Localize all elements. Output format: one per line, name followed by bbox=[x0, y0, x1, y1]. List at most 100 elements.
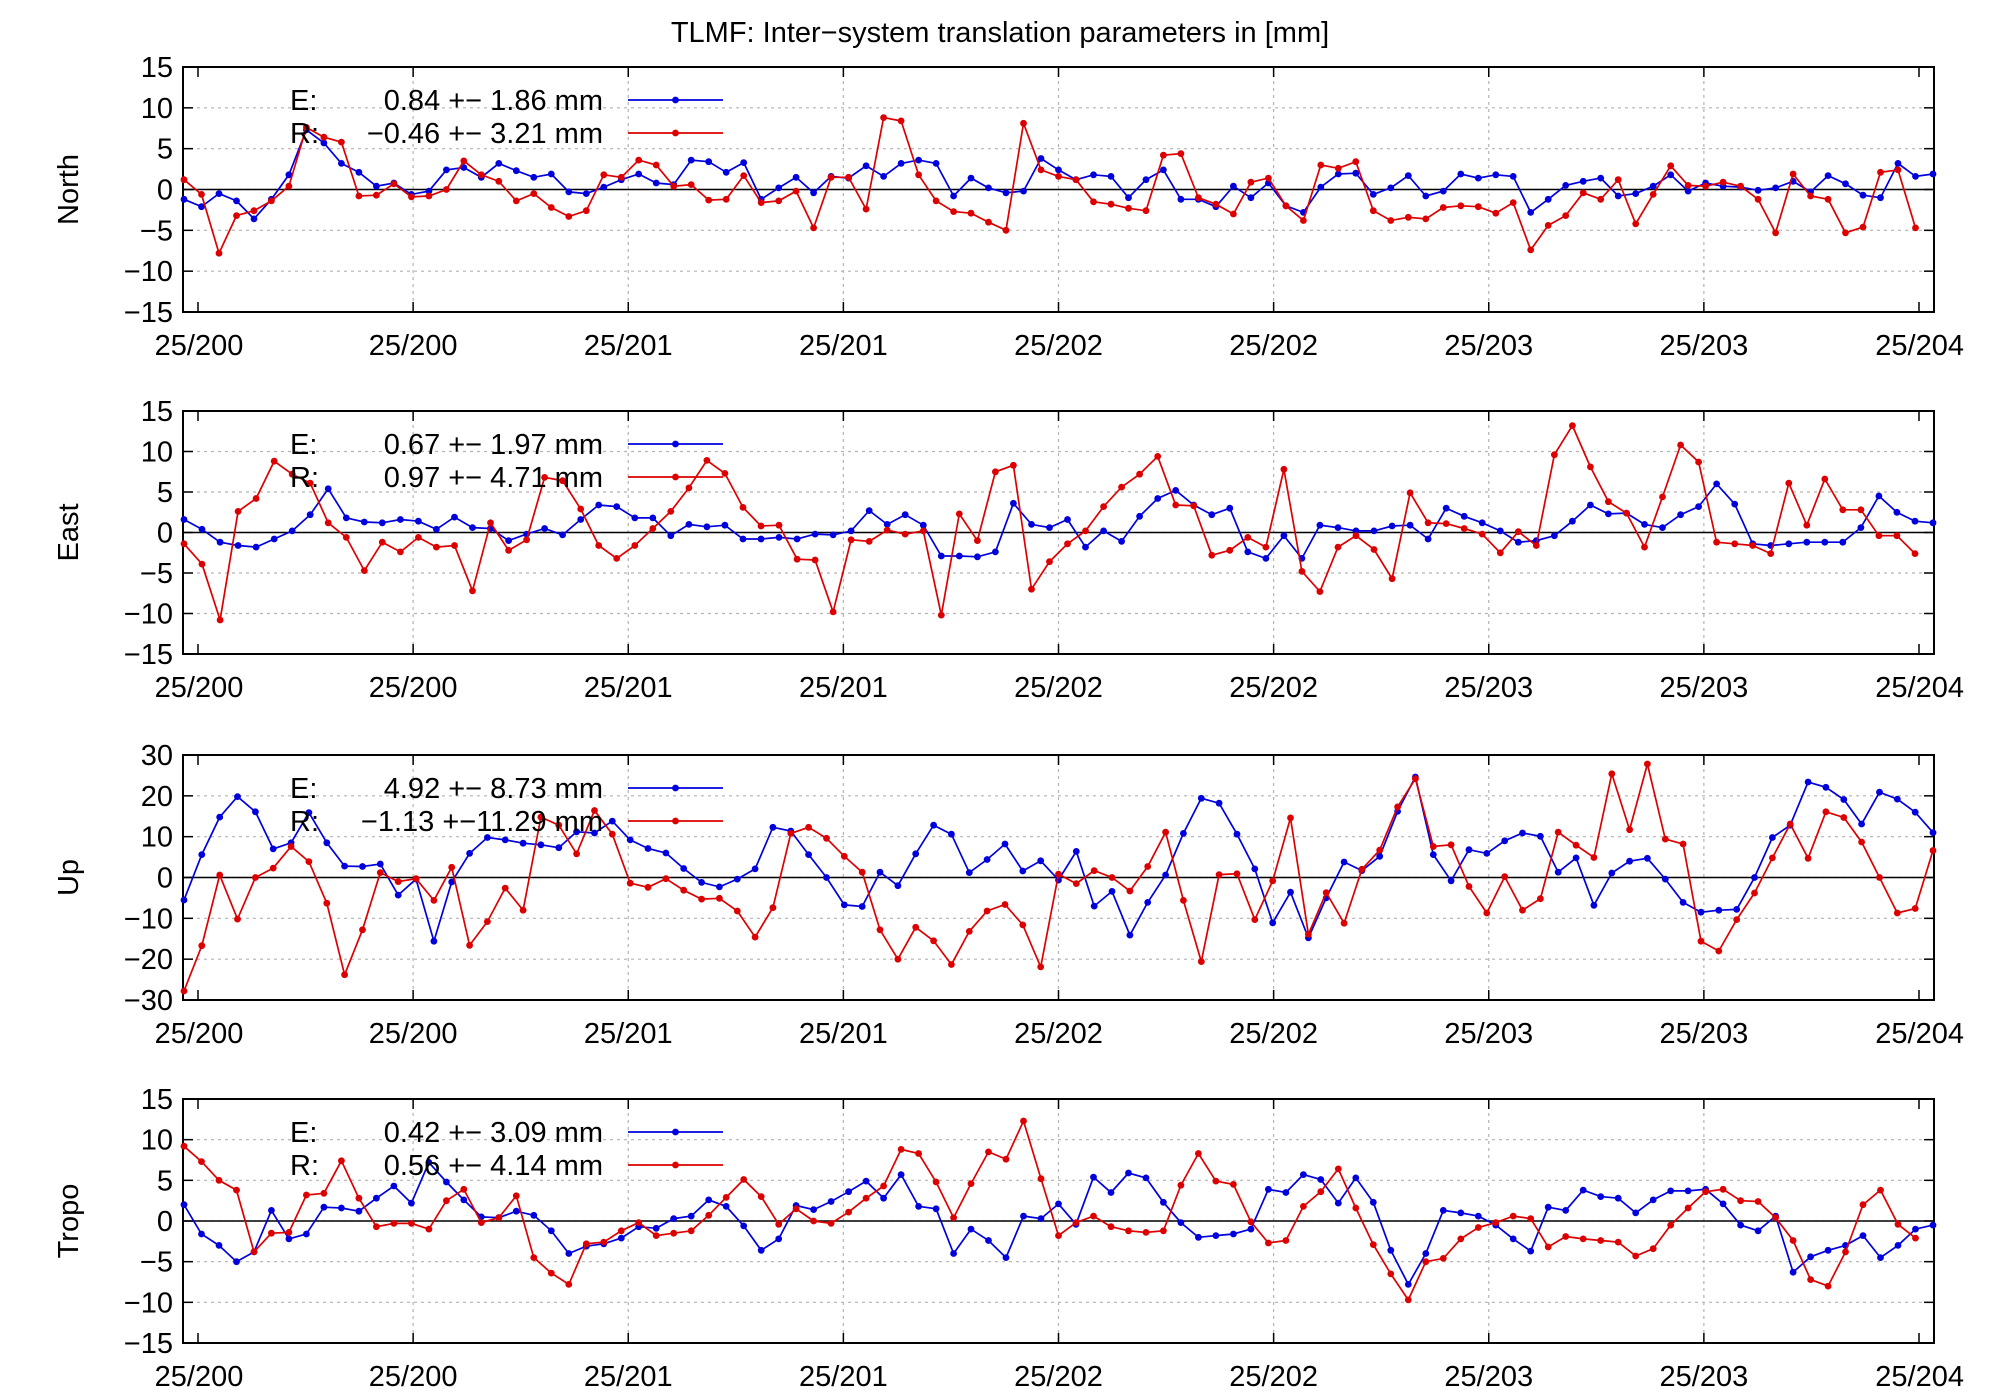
data-point bbox=[757, 199, 765, 207]
data-point bbox=[1623, 509, 1630, 517]
data-point bbox=[1282, 1237, 1290, 1244]
data-point bbox=[652, 1232, 660, 1239]
data-point bbox=[810, 1217, 817, 1225]
data-point bbox=[1406, 489, 1414, 497]
x-tick-label: 25/202 bbox=[1014, 1361, 1103, 1393]
data-point bbox=[573, 828, 580, 836]
data-point bbox=[1160, 166, 1167, 174]
data-point bbox=[1387, 1246, 1395, 1254]
data-point bbox=[1587, 501, 1594, 509]
data-point bbox=[716, 894, 723, 902]
data-point bbox=[950, 1214, 957, 1222]
data-point bbox=[1824, 1282, 1832, 1290]
data-point bbox=[635, 170, 643, 178]
legend-value: 0.42 +− 3.09 mm bbox=[384, 1117, 603, 1149]
data-point bbox=[1247, 1218, 1255, 1226]
data-point bbox=[912, 923, 920, 931]
data-point bbox=[359, 863, 366, 870]
data-point bbox=[1713, 538, 1720, 546]
data-point bbox=[983, 907, 991, 915]
data-point bbox=[1695, 458, 1702, 466]
data-point bbox=[1300, 217, 1307, 224]
data-point bbox=[722, 1194, 730, 1201]
data-point bbox=[626, 836, 634, 844]
data-point bbox=[547, 1269, 555, 1277]
data-point bbox=[965, 928, 973, 935]
data-point bbox=[1544, 222, 1552, 229]
data-point bbox=[876, 868, 884, 876]
x-tick-label: 25/202 bbox=[1229, 1361, 1318, 1393]
data-point bbox=[845, 1208, 852, 1216]
data-point bbox=[644, 883, 652, 891]
data-point bbox=[1877, 194, 1884, 202]
data-point bbox=[1894, 1242, 1902, 1249]
y-tick-label: −15 bbox=[124, 1328, 173, 1360]
data-point bbox=[919, 521, 927, 529]
data-point bbox=[950, 192, 957, 200]
data-point bbox=[180, 540, 188, 548]
data-point bbox=[880, 1194, 887, 1202]
data-point bbox=[595, 542, 603, 549]
data-point bbox=[180, 195, 188, 203]
data-point bbox=[1803, 538, 1811, 546]
data-point bbox=[644, 845, 652, 852]
data-point bbox=[285, 182, 293, 190]
data-point bbox=[793, 555, 801, 563]
data-point bbox=[285, 171, 293, 179]
data-point bbox=[810, 224, 817, 232]
data-point bbox=[810, 189, 817, 197]
y-tick-label: 10 bbox=[141, 1125, 173, 1157]
x-tick-label: 25/204 bbox=[1875, 1361, 1964, 1393]
data-point bbox=[1626, 826, 1633, 834]
data-point bbox=[698, 879, 705, 886]
data-point bbox=[1519, 906, 1526, 914]
data-point bbox=[1772, 184, 1779, 192]
data-point bbox=[1177, 1181, 1185, 1189]
data-point bbox=[613, 503, 621, 510]
data-point bbox=[591, 807, 598, 814]
data-point bbox=[1579, 1235, 1587, 1243]
data-point bbox=[1605, 510, 1612, 518]
data-point bbox=[667, 532, 675, 540]
x-tick-label: 25/202 bbox=[1229, 672, 1318, 704]
data-point bbox=[716, 883, 723, 891]
data-point bbox=[373, 1194, 380, 1202]
data-point bbox=[965, 869, 973, 876]
data-point bbox=[775, 521, 783, 529]
data-point bbox=[600, 171, 608, 179]
data-point bbox=[845, 1188, 852, 1196]
data-point bbox=[306, 511, 314, 519]
data-point bbox=[948, 961, 955, 968]
data-point bbox=[1208, 511, 1216, 519]
data-point bbox=[1376, 852, 1384, 860]
data-point bbox=[541, 525, 548, 532]
data-point bbox=[858, 903, 866, 910]
data-point bbox=[1731, 500, 1739, 508]
data-point bbox=[1422, 192, 1430, 200]
data-point bbox=[1562, 1233, 1570, 1240]
data-point bbox=[512, 1207, 520, 1215]
data-point bbox=[198, 851, 206, 858]
data-point bbox=[1107, 1189, 1115, 1196]
data-point bbox=[1667, 1187, 1675, 1195]
data-point bbox=[430, 937, 438, 945]
data-point bbox=[1037, 166, 1045, 174]
data-point bbox=[967, 1225, 975, 1233]
data-point bbox=[1840, 814, 1848, 821]
data-point bbox=[1197, 958, 1205, 965]
data-point bbox=[1632, 220, 1640, 228]
legend-key: R: bbox=[290, 118, 319, 150]
x-tick-label: 25/202 bbox=[1014, 330, 1103, 362]
data-point bbox=[919, 527, 927, 535]
data-point bbox=[992, 468, 999, 476]
data-point bbox=[1090, 198, 1097, 206]
y-tick-label: 5 bbox=[157, 477, 173, 509]
data-point bbox=[1439, 187, 1447, 195]
data-point bbox=[805, 823, 812, 831]
data-point bbox=[811, 556, 819, 564]
y-tick-label: 10 bbox=[141, 93, 173, 125]
data-point bbox=[1334, 164, 1342, 172]
data-point bbox=[1046, 558, 1053, 566]
data-point bbox=[1929, 829, 1937, 836]
data-point bbox=[1233, 830, 1241, 838]
